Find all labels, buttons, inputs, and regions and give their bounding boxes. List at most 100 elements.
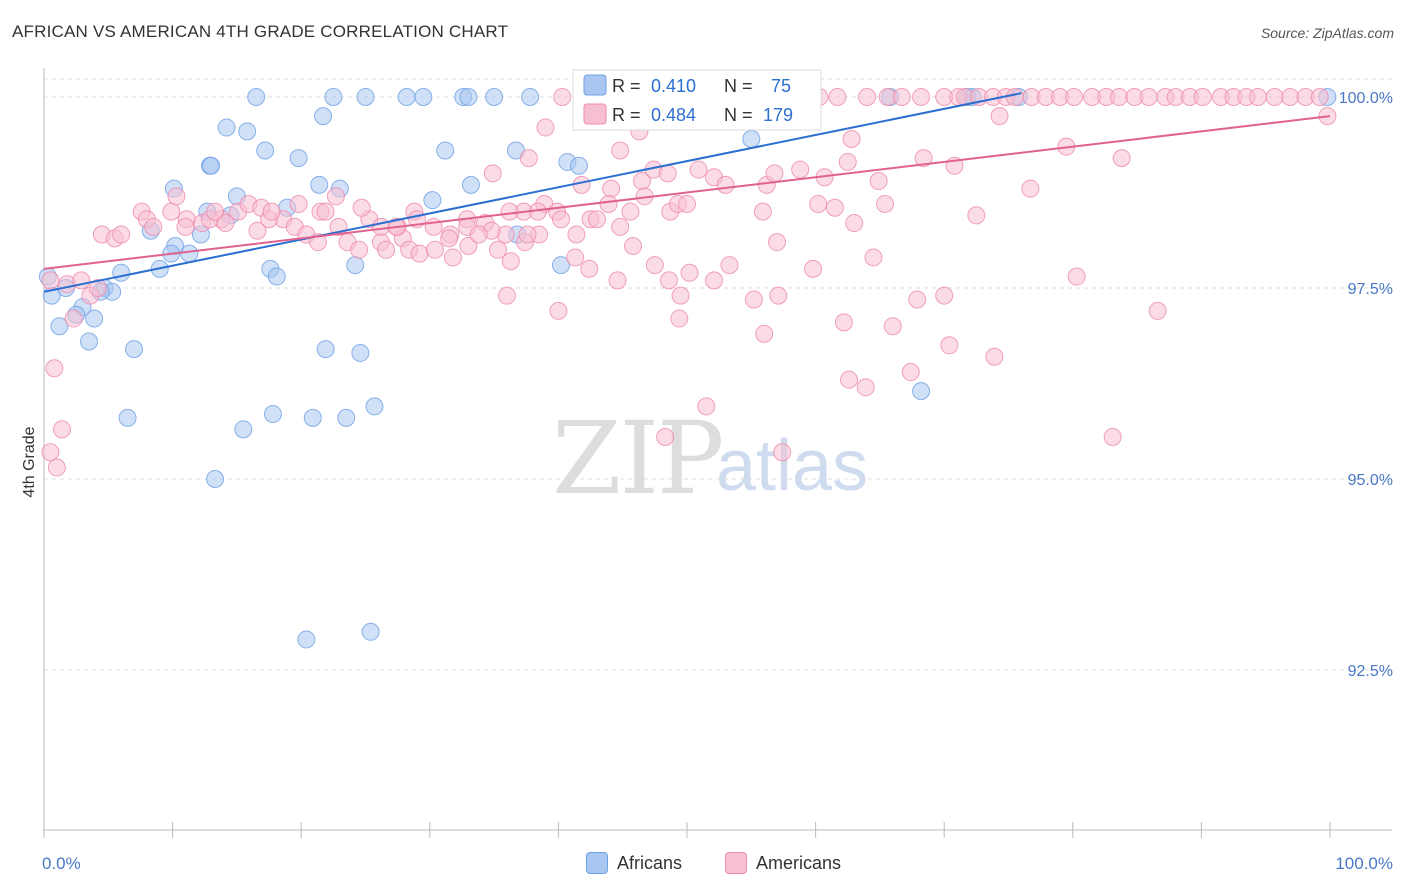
data-point-americans [352,198,371,217]
x-tick-label: 0.0% [42,854,81,873]
data-point-americans [53,420,72,439]
data-point-americans [469,225,488,244]
watermark-zip: ZIP [552,400,724,517]
data-point-americans [659,271,678,290]
data-point-americans [858,88,877,106]
data-point-africans [397,88,416,106]
data-point-americans [497,286,516,305]
trend-line-africans [43,92,1022,293]
data-point-americans [744,290,763,309]
data-point-americans [41,271,60,290]
data-point-africans [263,405,282,424]
data-point-americans [883,317,902,336]
legend-r-value-2: 0.484 [651,105,696,125]
data-point-americans [611,141,630,160]
data-point-americans [443,248,462,267]
data-point-americans [912,88,931,106]
data-point-americans [1139,88,1158,106]
data-point-americans [990,107,1009,126]
data-point-americans [1103,427,1122,446]
data-point-americans [611,217,630,236]
data-point-africans [742,130,761,149]
data-point-africans [351,343,370,362]
data-point-americans [838,152,857,171]
data-point-americans [518,225,537,244]
data-point-africans [912,382,931,401]
data-point-americans [967,206,986,225]
data-point-americans [720,256,739,275]
data-point-americans [840,370,859,389]
data-point-americans [248,221,267,240]
data-point-americans [680,263,699,282]
data-point-americans [206,202,225,221]
data-point-africans [180,244,199,263]
data-point-africans [118,408,137,427]
legend-n-value-2: 179 [763,105,793,125]
data-point-africans [521,88,540,106]
data-point-africans [423,191,442,210]
data-point-africans [551,256,570,275]
data-point-americans [755,324,774,343]
data-point-africans [238,122,257,141]
data-point-africans [85,309,104,328]
data-point-americans [176,217,195,236]
data-point-africans [316,340,335,359]
data-point-americans [553,88,572,106]
data-point-americans [64,309,83,328]
source-credit: Source: ZipAtlas.com [1260,25,1394,41]
data-point-americans [350,240,369,259]
data-point-africans [459,88,478,106]
x-tick-labels: 0.0% 100.0% [42,854,1393,873]
data-point-americans [112,225,131,244]
legend-swatch [586,852,608,874]
trend-lines [43,92,1331,293]
data-point-americans [1005,88,1024,106]
data-point-africans [310,175,329,194]
trend-line-americans [43,115,1331,270]
data-point-africans [125,340,144,359]
data-point-africans [346,256,365,275]
data-point-americans [566,248,585,267]
data-point-americans [1021,179,1040,198]
data-point-americans [892,88,911,106]
data-point-americans [500,202,519,221]
data-point-africans [356,88,375,106]
data-point-americans [914,149,933,168]
legend-n-label-1: N = [724,76,753,96]
data-point-americans [45,359,64,378]
data-point-africans [303,408,322,427]
data-point-americans [316,202,335,221]
data-point-americans [716,175,735,194]
data-point-africans [206,470,225,488]
data-point-americans [621,202,640,221]
data-point-africans [202,156,221,175]
data-point-africans [247,88,266,106]
data-point-americans [705,271,724,290]
legend-swatch [725,852,747,874]
data-point-africans [112,263,131,282]
legend-n-value-1: 75 [771,76,791,96]
legend-swatch-americans [583,103,607,125]
data-point-americans [623,236,642,255]
data-point-americans [791,160,810,179]
data-point-americans [828,88,847,106]
data-point-africans [289,149,308,168]
data-point-americans [658,164,677,183]
y-tick-labels: 100.0% 97.5% 95.0% 92.5% [1339,90,1393,680]
data-point-americans [377,240,396,259]
data-point-americans [602,179,621,198]
data-points [38,88,1337,649]
data-point-americans [425,240,444,259]
data-point-americans [483,164,502,183]
data-point-americans [656,427,675,446]
data-point-americans [670,309,689,328]
legend-item-africans: Africans [586,852,682,874]
data-point-americans [440,229,459,248]
data-point-americans [1067,267,1086,286]
data-point-americans [167,187,186,206]
data-point-americans [765,164,784,183]
data-point-africans [80,332,99,351]
y-tick-label: 92.5% [1348,663,1393,680]
data-point-americans [89,279,108,297]
data-point-americans [940,336,959,355]
